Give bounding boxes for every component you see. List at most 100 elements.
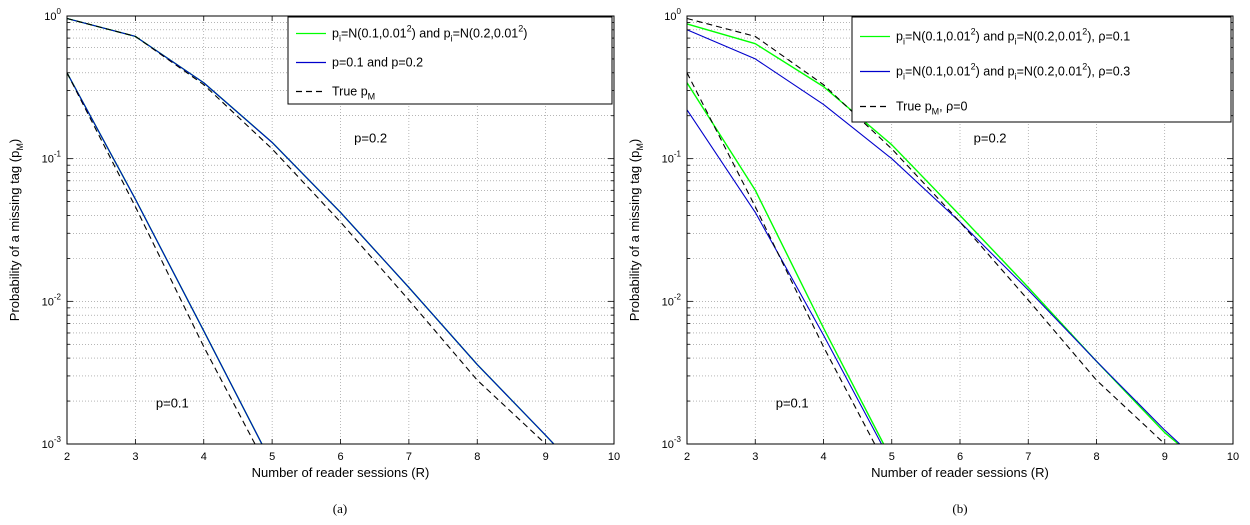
y-tick-exponent: -3: [674, 435, 682, 444]
legend-entry-label: pi=N(0.1,0.012) and pi=N(0.2,0.012), ρ=0…: [896, 27, 1130, 47]
series-line-p-0.1-0: [686, 82, 885, 445]
x-tick-label: 6: [957, 451, 963, 463]
y-tick-exponent: -1: [674, 150, 682, 159]
legend-label-part: 2: [971, 27, 976, 37]
legend-label-part: i: [451, 34, 453, 44]
legend-box: [287, 16, 613, 105]
legend-label-part: i: [903, 37, 905, 47]
x-tick-label: 9: [1162, 451, 1168, 463]
legend-label-part: M: [368, 92, 376, 102]
x-axis-label: Number of reader sessions (R): [871, 465, 1049, 480]
legend: pi=N(0.1,0.012) and pi=N(0.2,0.012)p=0.1…: [287, 16, 613, 105]
y-tick-base: 10: [664, 11, 676, 23]
y-tick-base: 10: [42, 296, 54, 308]
y-tick-exponent: 0: [677, 7, 682, 16]
legend-label-part: True p: [332, 85, 368, 99]
y-tick-label: 10-3: [42, 435, 62, 451]
x-tick-label: 10: [608, 451, 620, 463]
legend-label-part: =N(0.1,0.01: [905, 30, 971, 44]
legend-label-part: p: [896, 65, 903, 79]
x-tick-label: 8: [1093, 451, 1099, 463]
series-group: [66, 17, 555, 445]
legend-label-part: ) and p: [976, 65, 1015, 79]
y-tick-label: 10-1: [42, 150, 62, 166]
y-axis-label-text: ): [7, 139, 22, 143]
y-tick-label: 100: [44, 7, 61, 23]
panel-caption: (b): [952, 501, 967, 516]
y-tick-base: 10: [42, 439, 54, 451]
series-group: [686, 17, 1181, 445]
x-tick-label: 5: [889, 451, 895, 463]
x-tick-label: 8: [474, 451, 480, 463]
y-tick-base: 10: [662, 154, 674, 166]
legend-entry-label: p=0.1 and p=0.2: [332, 56, 423, 70]
legend-label-part: p=0.1 and p=0.2: [332, 56, 423, 70]
x-tick-label: 4: [201, 451, 207, 463]
y-tick-exponent: -2: [674, 292, 682, 301]
legend-label-part: i: [903, 72, 905, 82]
legend-label-part: 2: [971, 62, 976, 72]
legend-label-part: =N(0.2,0.01: [1017, 30, 1083, 44]
y-tick-label: 100: [664, 7, 681, 23]
y-axis-label-text: Probability of a missing tag (p: [627, 151, 642, 322]
legend-label-part: 2: [1082, 62, 1087, 72]
legend-label-part: ) and p: [412, 27, 451, 41]
legend-entry-label: pi=N(0.1,0.012) and pi=N(0.2,0.012), ρ=0…: [896, 62, 1130, 82]
legend-label-part: p: [332, 27, 339, 41]
legend-label-part: 2: [1082, 27, 1087, 37]
series-line-p-0.2-5: [66, 17, 546, 445]
y-tick-base: 10: [662, 439, 674, 451]
annotation-p-0.2: p=0.2: [974, 130, 1007, 145]
y-axis-label: Probability of a missing tag (pM): [627, 139, 645, 321]
x-tick-label: 2: [64, 451, 70, 463]
series-line-p-0.1-4: [686, 72, 876, 445]
x-tick-label: 2: [684, 451, 690, 463]
legend-label-part: i: [1015, 37, 1017, 47]
legend-label-part: 2: [518, 24, 523, 34]
series-line-p-0.2-1: [686, 23, 1179, 445]
x-tick-label: 7: [1025, 451, 1031, 463]
series-line-p-0.1-2: [66, 72, 263, 445]
series-line-p-0.1-2: [686, 109, 882, 445]
y-axis-label: Probability of a missing tag (pM): [7, 139, 25, 321]
y-tick-base: 10: [44, 11, 56, 23]
x-tick-label: 3: [752, 451, 758, 463]
panel-caption: (a): [333, 501, 347, 516]
series-line-p-0.2-5: [686, 17, 1166, 445]
legend-label-part: =N(0.1,0.01: [905, 65, 971, 79]
legend-label-part: =N(0.2,0.01: [1017, 65, 1083, 79]
y-tick-base: 10: [662, 296, 674, 308]
x-tick-label: 9: [543, 451, 549, 463]
annotation-p-0.2: p=0.2: [354, 130, 387, 145]
x-axis-label: Number of reader sessions (R): [252, 465, 430, 480]
legend-box: [851, 16, 1232, 123]
legend-label-part: i: [339, 34, 341, 44]
legend-label-part: p: [896, 30, 903, 44]
y-tick-label: 10-3: [662, 435, 682, 451]
series-line-p-0.2-3: [686, 29, 1181, 445]
y-tick-label: 10-2: [662, 292, 682, 308]
legend-label-part: , ρ=0: [939, 100, 967, 114]
y-tick-exponent: -3: [54, 435, 62, 444]
x-tick-label: 10: [1227, 451, 1239, 463]
y-axis-label-text: Probability of a missing tag (p: [7, 151, 22, 322]
y-tick-label: 10-1: [662, 150, 682, 166]
y-axis-label-text: ): [627, 139, 642, 143]
legend-label-part: ), ρ=0.1: [1087, 30, 1130, 44]
legend-label-part: True p: [896, 100, 932, 114]
x-tick-label: 6: [337, 451, 343, 463]
legend-entry-label: True pM: [332, 85, 375, 102]
x-tick-label: 5: [269, 451, 275, 463]
y-tick-exponent: 0: [57, 7, 62, 16]
annotation-p-0.1: p=0.1: [776, 396, 809, 411]
legend-label-part: ): [523, 27, 527, 41]
legend-label-part: =N(0.2,0.01: [453, 27, 519, 41]
x-tick-label: 3: [132, 451, 138, 463]
x-tick-label: 4: [820, 451, 826, 463]
y-tick-exponent: -1: [54, 150, 62, 159]
y-axis-label-subscript: M: [15, 143, 25, 151]
y-tick-base: 10: [42, 154, 54, 166]
